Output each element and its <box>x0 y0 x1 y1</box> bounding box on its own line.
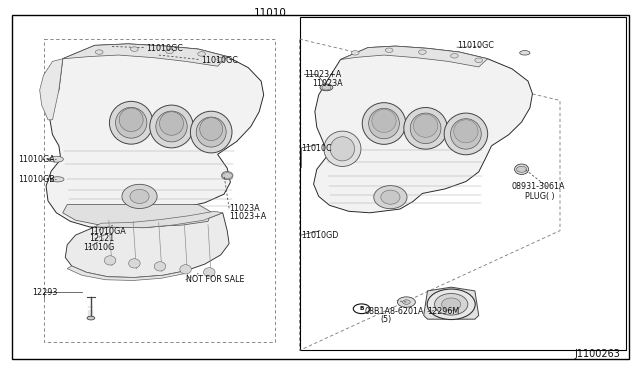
Ellipse shape <box>428 289 475 320</box>
Ellipse shape <box>109 101 153 144</box>
Text: 11010GB: 11010GB <box>18 175 54 184</box>
Text: 11023A: 11023A <box>229 204 260 213</box>
Ellipse shape <box>196 117 226 147</box>
Text: NOT FOR SALE: NOT FOR SALE <box>186 275 244 284</box>
Ellipse shape <box>49 156 63 162</box>
Ellipse shape <box>515 164 529 174</box>
Ellipse shape <box>191 111 232 153</box>
Ellipse shape <box>154 262 166 271</box>
Ellipse shape <box>451 119 481 149</box>
Circle shape <box>419 50 426 54</box>
Ellipse shape <box>104 256 116 265</box>
Polygon shape <box>314 46 532 213</box>
Ellipse shape <box>156 111 187 142</box>
Polygon shape <box>95 211 223 228</box>
Ellipse shape <box>122 185 157 208</box>
Circle shape <box>222 173 232 179</box>
Text: 11010GD: 11010GD <box>301 231 338 240</box>
Ellipse shape <box>374 186 407 209</box>
Text: 12293: 12293 <box>32 288 58 296</box>
Circle shape <box>385 48 393 52</box>
Polygon shape <box>63 44 227 66</box>
Text: J1100263: J1100263 <box>575 349 621 359</box>
Circle shape <box>451 54 458 58</box>
Circle shape <box>353 304 370 314</box>
Ellipse shape <box>180 265 191 274</box>
Ellipse shape <box>330 137 355 161</box>
Ellipse shape <box>119 108 143 132</box>
Circle shape <box>516 166 527 172</box>
Text: 11010GC: 11010GC <box>146 44 183 53</box>
Text: 11010G: 11010G <box>83 243 115 252</box>
Text: 11010: 11010 <box>253 9 287 18</box>
Ellipse shape <box>362 103 406 144</box>
Circle shape <box>131 47 138 51</box>
Ellipse shape <box>129 259 140 268</box>
Text: 11010GC: 11010GC <box>202 56 239 65</box>
Polygon shape <box>340 46 488 67</box>
Ellipse shape <box>204 268 215 277</box>
Ellipse shape <box>520 51 530 55</box>
Circle shape <box>403 300 410 304</box>
Circle shape <box>351 51 359 55</box>
Ellipse shape <box>150 105 193 148</box>
Circle shape <box>217 57 225 62</box>
Ellipse shape <box>369 108 399 139</box>
Text: 11023+A: 11023+A <box>304 70 341 79</box>
Ellipse shape <box>454 120 478 143</box>
Text: 12121: 12121 <box>90 234 115 243</box>
Text: 11010C: 11010C <box>301 144 332 153</box>
Ellipse shape <box>324 131 361 167</box>
Text: 11010GA: 11010GA <box>90 227 126 236</box>
Ellipse shape <box>159 112 184 135</box>
Text: B: B <box>360 306 364 311</box>
Polygon shape <box>424 287 479 319</box>
Circle shape <box>322 85 331 90</box>
Circle shape <box>397 297 415 307</box>
Ellipse shape <box>320 84 333 91</box>
Polygon shape <box>67 266 186 280</box>
Ellipse shape <box>435 294 468 315</box>
Ellipse shape <box>221 171 233 180</box>
Text: 11023+A: 11023+A <box>229 212 266 221</box>
Text: 11010GC: 11010GC <box>458 41 495 50</box>
Bar <box>300 17 626 350</box>
Text: 12296M: 12296M <box>428 307 460 316</box>
Circle shape <box>95 50 103 54</box>
Polygon shape <box>40 59 63 120</box>
Ellipse shape <box>116 108 147 138</box>
Ellipse shape <box>381 190 400 204</box>
Polygon shape <box>63 205 211 227</box>
Ellipse shape <box>442 298 461 311</box>
Ellipse shape <box>444 113 488 155</box>
Circle shape <box>166 49 173 54</box>
Text: 08B1A8-6201A: 08B1A8-6201A <box>365 307 424 316</box>
Text: PLUG( ): PLUG( ) <box>525 192 554 201</box>
Ellipse shape <box>413 114 438 137</box>
Circle shape <box>475 58 483 62</box>
Polygon shape <box>65 213 229 278</box>
Text: 08931-3061A: 08931-3061A <box>512 182 566 191</box>
Ellipse shape <box>87 316 95 320</box>
Ellipse shape <box>51 177 64 182</box>
Text: 11023A: 11023A <box>312 79 343 88</box>
Ellipse shape <box>410 113 441 144</box>
Ellipse shape <box>404 108 447 149</box>
Circle shape <box>198 52 205 56</box>
Ellipse shape <box>130 189 149 203</box>
Text: 11010GA: 11010GA <box>18 155 54 164</box>
Text: (5): (5) <box>380 315 392 324</box>
Ellipse shape <box>200 118 223 141</box>
Polygon shape <box>46 44 264 229</box>
Ellipse shape <box>372 109 396 132</box>
